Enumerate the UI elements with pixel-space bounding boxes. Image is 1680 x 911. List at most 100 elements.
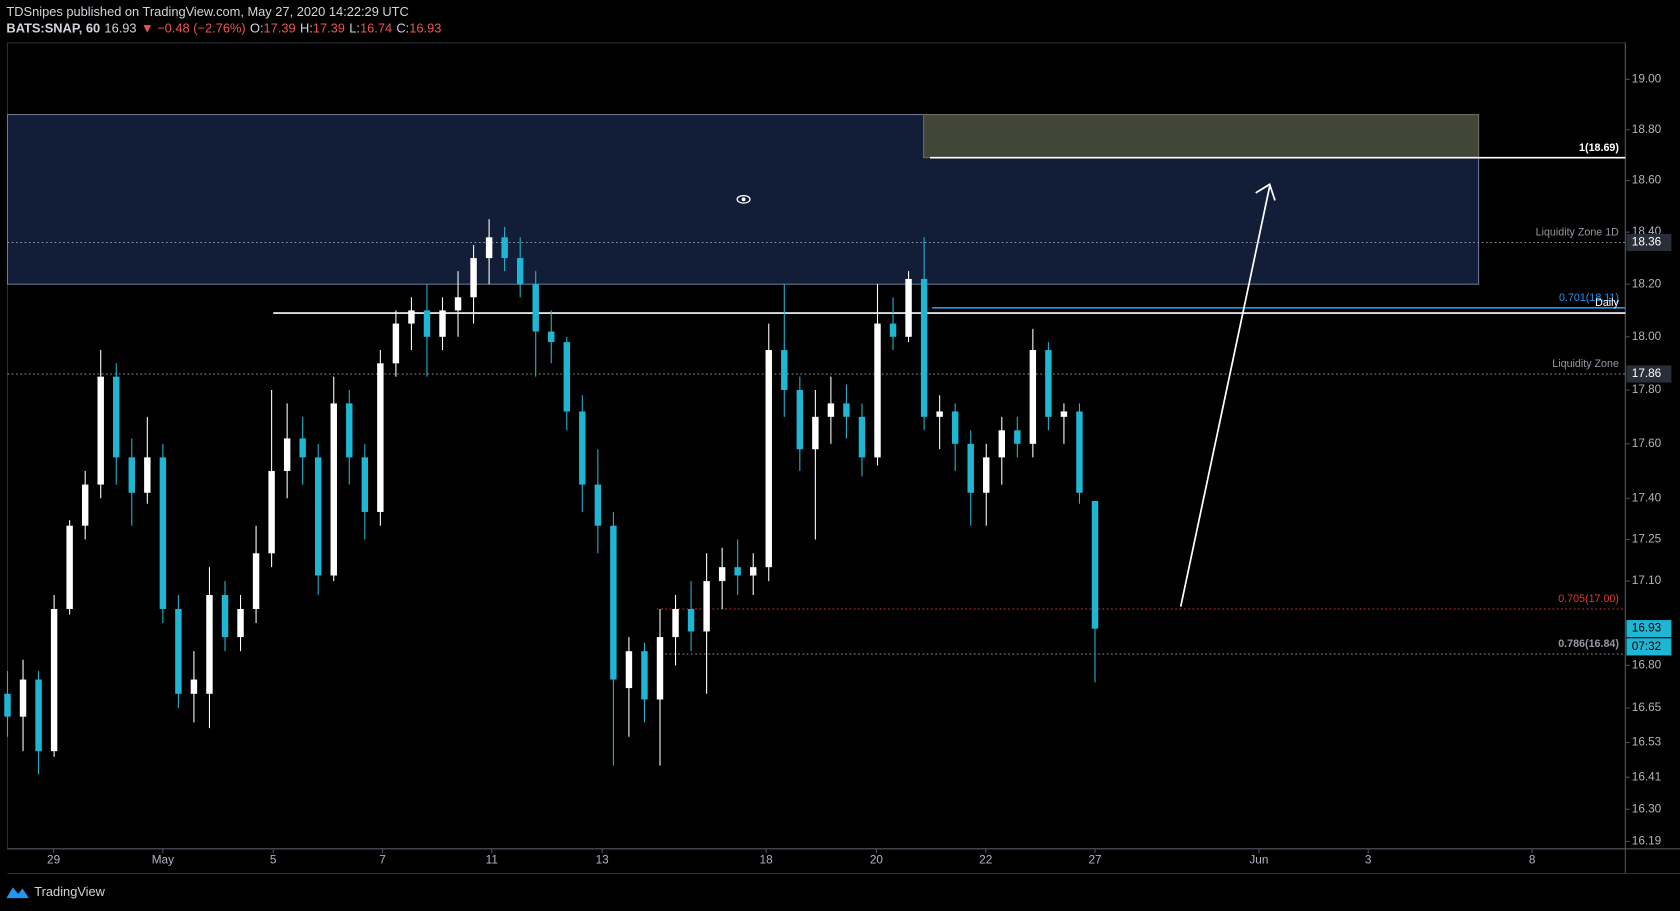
candle-body bbox=[750, 567, 757, 576]
candle-body bbox=[237, 608, 244, 638]
axis-price-box bbox=[1626, 233, 1672, 252]
y-tick-label: 17.40 bbox=[1632, 491, 1662, 504]
candle-body bbox=[346, 403, 353, 458]
last-price-label: 16.93 bbox=[1632, 622, 1662, 635]
candle-body bbox=[252, 553, 260, 609]
x-tick-label: 27 bbox=[1088, 854, 1101, 867]
level-label: Liquidity Zone bbox=[1552, 358, 1619, 370]
candle-body bbox=[579, 411, 586, 485]
header-field: C: bbox=[396, 20, 409, 35]
x-tick-label: 3 bbox=[1365, 854, 1372, 867]
candle-body bbox=[66, 525, 73, 609]
candle-body bbox=[175, 608, 182, 694]
axes: 19.0018.8018.6018.4018.2018.0017.8017.60… bbox=[47, 72, 1672, 867]
candle-body bbox=[470, 258, 477, 298]
level-label: Liquidity Zone 1D bbox=[1536, 227, 1620, 239]
y-tick-label: 16.30 bbox=[1632, 802, 1662, 815]
publisher: TDSnipes published on TradingView.com, M… bbox=[6, 4, 408, 19]
candle-body bbox=[454, 297, 462, 311]
candle-body bbox=[983, 457, 990, 493]
candle-body bbox=[190, 679, 198, 694]
x-tick-label: May bbox=[152, 854, 174, 867]
candle-body bbox=[625, 651, 633, 689]
candle-body bbox=[1060, 411, 1068, 417]
candle-body bbox=[998, 430, 1005, 458]
header-field: H: bbox=[300, 20, 313, 35]
x-tick-label: 22 bbox=[979, 854, 992, 867]
candle-body bbox=[159, 457, 167, 609]
candle-body bbox=[377, 363, 384, 512]
candle-body bbox=[423, 310, 431, 337]
candle-body bbox=[889, 323, 897, 337]
y-tick-label: 17.60 bbox=[1632, 437, 1662, 450]
candle-body bbox=[4, 693, 11, 717]
candle-body bbox=[1045, 350, 1052, 417]
candle-body bbox=[936, 411, 943, 417]
header-field: 17.39 bbox=[264, 20, 296, 35]
x-tick-label: 11 bbox=[486, 854, 498, 867]
candle-body bbox=[781, 350, 788, 391]
candle-body bbox=[703, 581, 710, 632]
y-tick-label: 16.41 bbox=[1632, 770, 1661, 783]
candle-body bbox=[35, 679, 42, 752]
x-tick-label: 7 bbox=[379, 854, 386, 867]
candle-body bbox=[501, 237, 508, 259]
header-field: 16.93 bbox=[104, 20, 136, 35]
candle-body bbox=[874, 323, 881, 458]
candle-body bbox=[858, 416, 866, 458]
candle-body bbox=[967, 443, 974, 493]
candle-body bbox=[1014, 430, 1021, 444]
candle-body bbox=[408, 310, 415, 324]
candle-body bbox=[315, 457, 322, 576]
axis-price-label: 18.36 bbox=[1632, 236, 1662, 249]
symbol-line: BATS:SNAP, 60 16.93 ▼ −0.48 (−2.76%) O: 17.3… bbox=[6, 20, 441, 35]
x-tick-label: 29 bbox=[47, 854, 60, 867]
projection-arrow bbox=[1179, 183, 1276, 607]
candle-body bbox=[532, 284, 539, 332]
candle-body bbox=[610, 525, 617, 680]
candle-body bbox=[812, 416, 819, 450]
candle-body bbox=[113, 376, 120, 458]
candle-body bbox=[765, 350, 772, 568]
candle-body bbox=[951, 411, 959, 444]
candle-body bbox=[672, 608, 679, 638]
level-label: 0.786(16.84) bbox=[1558, 638, 1619, 650]
candle-body bbox=[268, 470, 275, 554]
candle-body bbox=[19, 679, 27, 717]
x-tick-label: 20 bbox=[870, 854, 884, 867]
y-tick-label: 16.65 bbox=[1632, 701, 1662, 714]
level-label: Daily bbox=[1595, 297, 1619, 309]
level-label: 1(18.69) bbox=[1579, 142, 1619, 154]
arrow-line bbox=[1179, 186, 1271, 607]
y-tick-label: 19.00 bbox=[1632, 72, 1662, 85]
candle-body bbox=[439, 310, 446, 337]
y-tick-label: 17.10 bbox=[1632, 574, 1662, 587]
candle-body bbox=[827, 403, 835, 417]
x-tick-label: 5 bbox=[270, 854, 277, 867]
y-tick-label: 18.20 bbox=[1632, 277, 1662, 290]
candle-body bbox=[905, 278, 912, 337]
candle-body bbox=[1029, 350, 1037, 444]
brand-logo: TradingView bbox=[6, 884, 106, 899]
level-label: 0.705(17.00) bbox=[1558, 593, 1619, 605]
candle-body bbox=[221, 595, 229, 638]
x-tick-label: 18 bbox=[760, 854, 774, 867]
header-field: ▼ −0.48 (−2.76%) bbox=[141, 20, 246, 35]
axis-price-box bbox=[1626, 365, 1672, 383]
candle-body bbox=[734, 567, 741, 576]
header-field: 16.74 bbox=[360, 20, 392, 35]
arrow-head bbox=[1255, 183, 1276, 201]
logo-shape bbox=[6, 887, 29, 899]
y-tick-label: 18.60 bbox=[1632, 174, 1662, 187]
y-tick-label: 16.19 bbox=[1632, 835, 1661, 848]
candle-body bbox=[97, 376, 104, 485]
eye-outline bbox=[736, 194, 751, 204]
countdown: 07:32 bbox=[1632, 640, 1661, 653]
level-label: 0.701(18.11) bbox=[1559, 292, 1619, 304]
countdown-box bbox=[1626, 638, 1672, 656]
candle-body bbox=[594, 484, 602, 526]
candle-body bbox=[516, 258, 524, 285]
x-tick-label: 13 bbox=[596, 854, 610, 867]
eye-icon bbox=[736, 194, 751, 204]
header-field: 16.93 bbox=[409, 20, 441, 35]
